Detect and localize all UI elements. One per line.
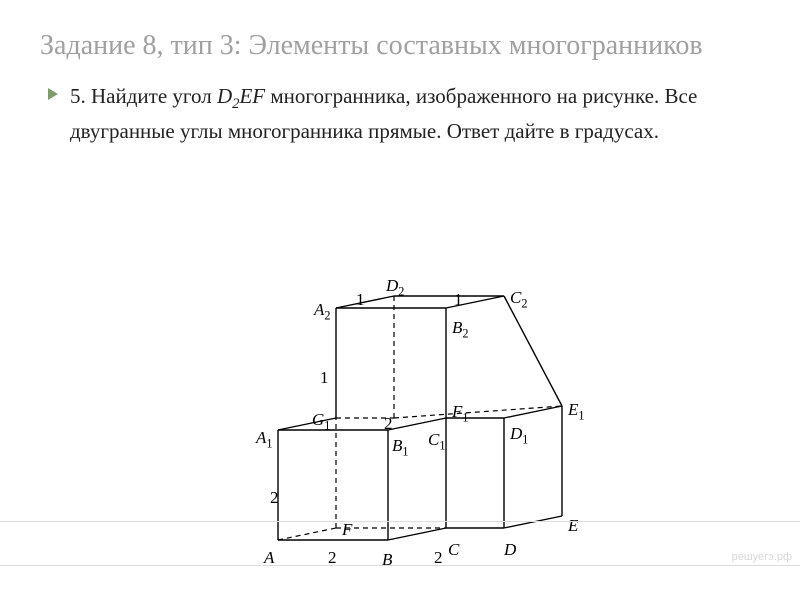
figure-label: F <box>342 520 352 540</box>
divider-line <box>0 565 800 566</box>
problem-text: 5. Найдите угол D2EF многогранника, изоб… <box>70 81 760 146</box>
figure-label: 1 <box>356 290 365 310</box>
figure-label: D2 <box>386 276 404 299</box>
polyhedron-figure: 1112222D2C2A2B2G1F1E1A1B1C1D1FABCDE <box>220 240 580 560</box>
figure-label: A1 <box>256 428 273 451</box>
figure-label: D <box>504 540 516 560</box>
figure-label: G1 <box>312 410 330 433</box>
figure-label: A2 <box>314 300 331 323</box>
figure-label: C <box>448 540 459 560</box>
figure-label: 2 <box>384 414 393 434</box>
figure-label: E <box>568 516 578 536</box>
figure-label: C2 <box>510 288 527 311</box>
watermark: решуегэ.рф <box>732 551 792 563</box>
figure-label: B1 <box>392 436 409 459</box>
figure-label: 1 <box>454 290 463 310</box>
problem-number: 5. <box>70 84 86 108</box>
figure-label: B2 <box>452 318 469 341</box>
figure-label: E1 <box>568 400 585 423</box>
figure-label: 1 <box>320 368 329 388</box>
page-title: Задание 8, тип 3: Элементы составных мно… <box>40 28 760 63</box>
problem-item: 5. Найдите угол D2EF многогранника, изоб… <box>40 81 760 146</box>
figure-label: B <box>382 550 392 570</box>
figure-label: 2 <box>270 488 279 508</box>
figure-label: C1 <box>428 430 445 453</box>
play-bullet-icon <box>46 87 60 106</box>
figure-label: D1 <box>510 424 528 447</box>
divider-line <box>0 521 800 522</box>
angle-letter-1: D <box>217 84 232 108</box>
angle-letter-2: EF <box>239 84 265 108</box>
problem-prefix: Найдите угол <box>91 84 217 108</box>
figure-label: F1 <box>452 402 469 425</box>
